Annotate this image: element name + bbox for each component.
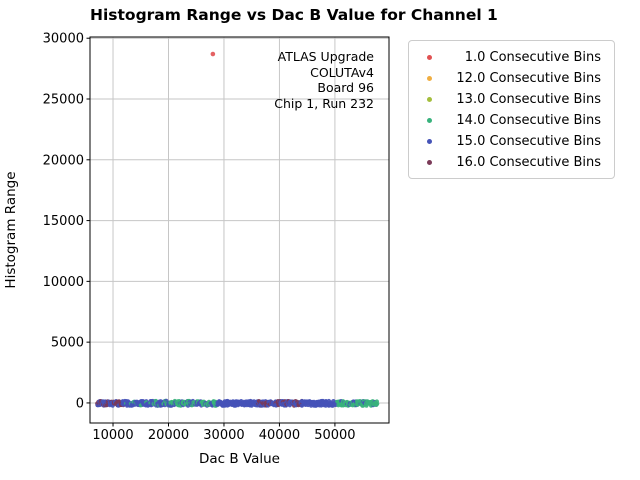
annotation-line: COLUTAv4 (310, 64, 374, 80)
axes-spines (89, 36, 390, 424)
y-tick-label: 0 (76, 396, 84, 411)
legend-entry-label: 15.0 Consecutive Bins (456, 134, 601, 149)
annotation-line: Chip 1, Run 232 (274, 95, 374, 111)
x-axis-label: Dac B Value (198, 451, 280, 467)
legend-entry: 1.0 Consecutive Bins (409, 47, 614, 68)
x-tick-label: 30000 (203, 428, 244, 443)
legend-entry: 14.0 Consecutive Bins (409, 110, 614, 131)
legend-entry: 15.0 Consecutive Bins (409, 131, 614, 152)
scatter-point (374, 402, 379, 407)
y-tick-label: 20000 (43, 153, 84, 168)
x-tick-label: 20000 (148, 428, 189, 443)
legend-entry-label: 13.0 Consecutive Bins (456, 92, 601, 107)
scatter-point (210, 51, 216, 57)
annotation-line: ATLAS Upgrade (277, 49, 374, 64)
legend-entry-label: 1.0 Consecutive Bins (464, 50, 601, 65)
legend-entry: 16.0 Consecutive Bins (409, 152, 614, 173)
y-tick-label: 25000 (43, 93, 84, 108)
annotation-line: Board 96 (317, 80, 374, 95)
legend-entry-label: 14.0 Consecutive Bins (456, 113, 601, 128)
y-tick-label: 15000 (43, 214, 84, 229)
x-tick-label: 40000 (259, 428, 300, 443)
legend-marker-icon (427, 55, 432, 60)
x-tick-label: 10000 (92, 428, 133, 443)
legend-marker-icon (427, 97, 432, 102)
legend-entry: 12.0 Consecutive Bins (409, 68, 614, 89)
scatter-point (374, 399, 379, 404)
y-tick-label: 30000 (43, 32, 84, 47)
legend-marker-icon (427, 160, 432, 165)
legend-entry-label: 12.0 Consecutive Bins (456, 71, 601, 86)
legend-entry: 13.0 Consecutive Bins (409, 89, 614, 110)
legend-marker-icon (427, 76, 432, 81)
legend: 1.0 Consecutive Bins 12.0 Consecutive Bin… (408, 40, 615, 179)
y-tick-label: 5000 (51, 336, 84, 351)
legend-entry-label: 16.0 Consecutive Bins (456, 155, 601, 170)
annotation: ATLAS Upgrade COLUTAv4 Board 96 Chip 1, … (274, 49, 374, 111)
legend-marker-icon (427, 139, 432, 144)
x-tick-label: 50000 (314, 428, 355, 443)
y-tick-label: 10000 (43, 275, 84, 290)
legend-marker-icon (427, 118, 432, 123)
